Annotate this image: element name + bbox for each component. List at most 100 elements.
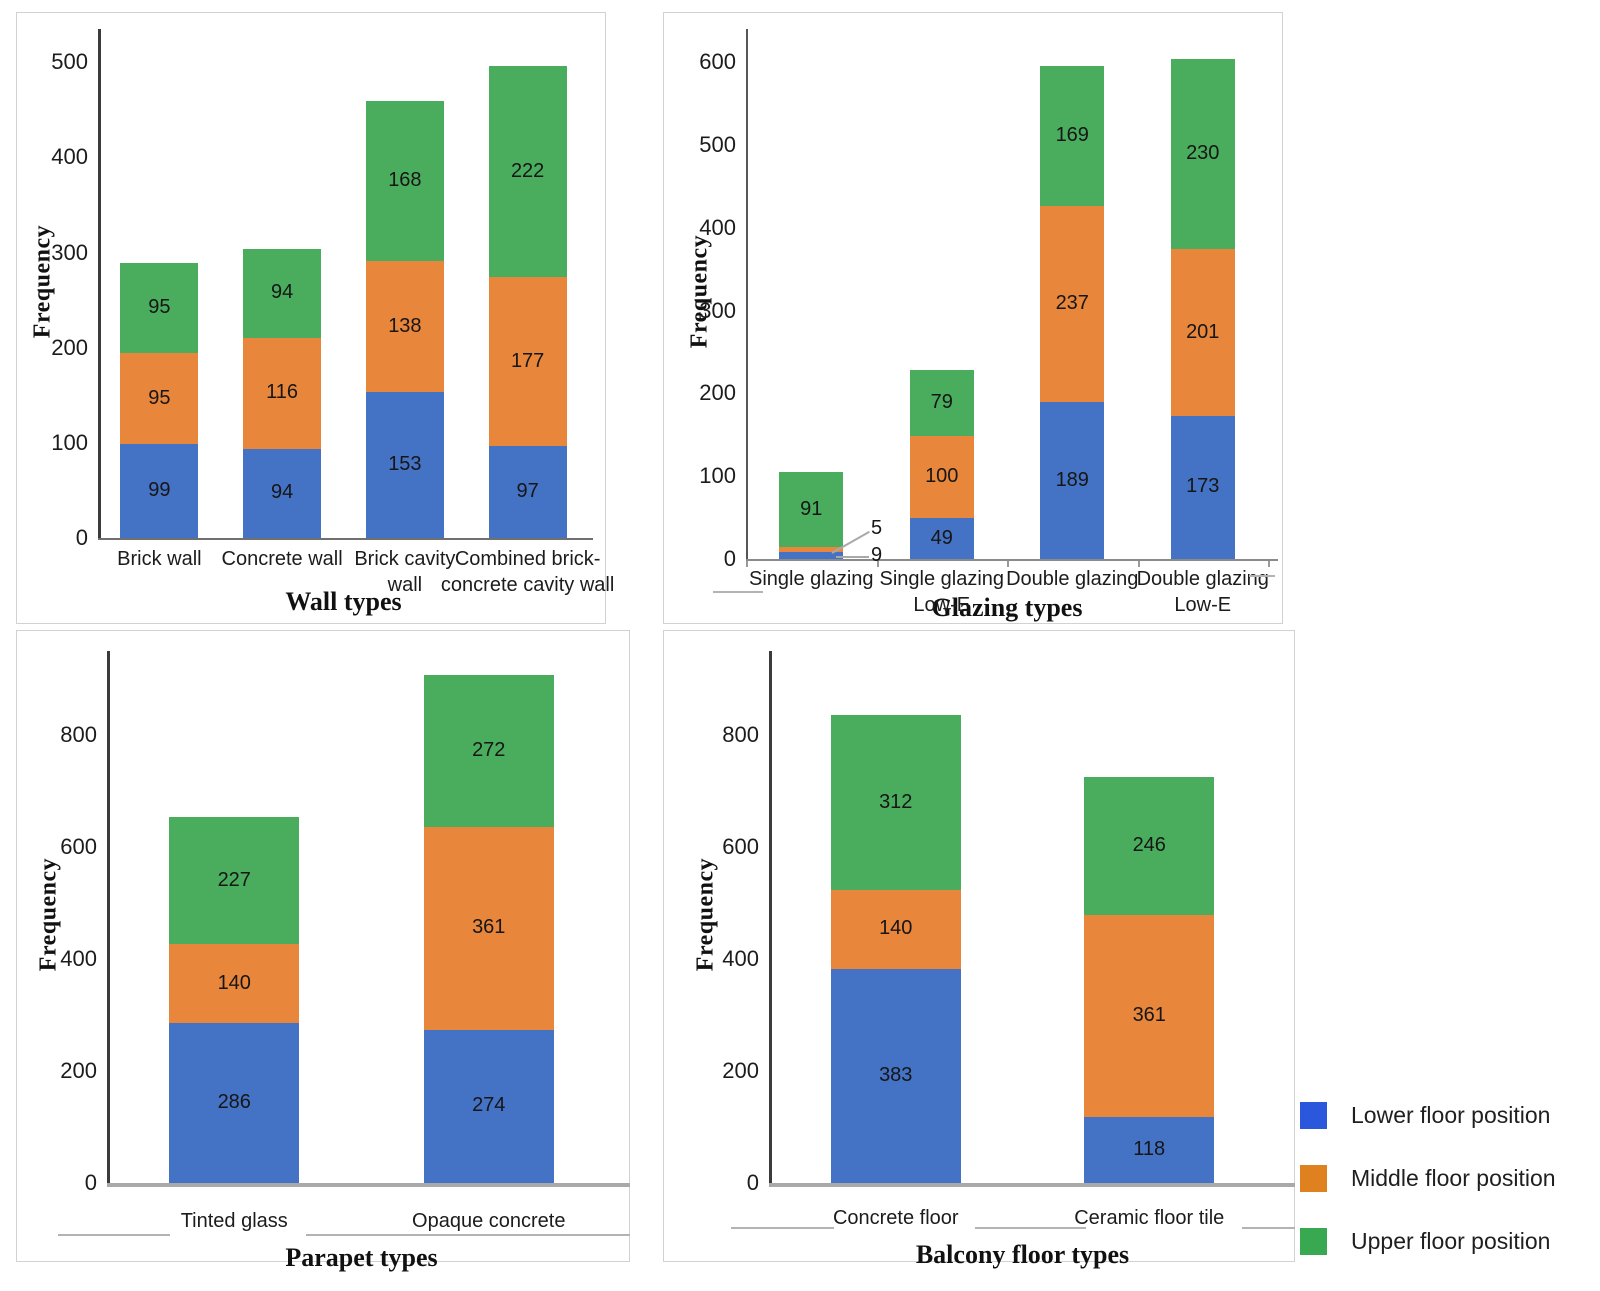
bar-segment [1084, 914, 1215, 1117]
x-axis-title: Glazing types [931, 593, 1083, 622]
bar-segment [365, 392, 444, 538]
y-tick-label: 0 [75, 525, 88, 550]
bar-value-label: 286 [217, 1090, 251, 1113]
y-tick-label: 300 [51, 239, 88, 265]
bar-segment [1170, 415, 1235, 559]
x-axis-title: Parapet types [285, 1243, 438, 1272]
category-label: Single glazing [748, 568, 874, 590]
chart-wall-types: Frequency Wall types 0 100 200 300 400 500 99 9… [16, 12, 614, 624]
bar-segment [169, 944, 300, 1023]
bar-value-label: 95 [148, 386, 171, 409]
bar-segment [830, 968, 961, 1183]
legend-item-lower: Lower floor position [1300, 1102, 1556, 1129]
category-label: Double glazing Low-E [1136, 568, 1269, 616]
bar-segment [488, 445, 567, 538]
chart-glazing-types: Frequency Glazing types 0 100 200 300 400 500… [663, 12, 1283, 624]
bar-value-label: 173 [1186, 475, 1220, 498]
y-tick-label: 400 [699, 214, 736, 240]
legend-item-middle: Middle floor position [1300, 1165, 1556, 1192]
y-tick-label: 400 [722, 946, 759, 971]
bar-segment [779, 551, 844, 559]
bar-segment [1170, 249, 1235, 416]
bar-value-label: 272 [472, 739, 506, 762]
bar-value-label: 189 [1055, 468, 1089, 491]
bar-value-label: 274 [472, 1094, 506, 1117]
category-label: Concrete wall [221, 548, 343, 570]
y-tick-label: 200 [722, 1058, 759, 1083]
category-label: Ceramic floor tile [1074, 1207, 1225, 1229]
bar-segment [1084, 1116, 1215, 1183]
bar-value-label: 153 [388, 453, 422, 476]
callout-value-label: 5 [871, 517, 883, 539]
category-label: Opaque concrete [412, 1210, 566, 1232]
legend-label: Middle floor position [1351, 1165, 1556, 1191]
bar-segment [365, 101, 444, 262]
bar-segment [169, 817, 300, 945]
bar-segment [779, 472, 844, 548]
y-tick-label: 200 [699, 380, 736, 406]
chart-parapet-types: Frequency Parapet types 0 200 400 600 800 286… [16, 630, 630, 1272]
y-axis-title: Frequency [692, 857, 719, 972]
bar-segment [120, 263, 199, 354]
callout-value-label: 9 [871, 544, 883, 566]
category-label: Brick cavity wall [354, 548, 456, 596]
bar-value-label: 222 [510, 159, 545, 182]
x-tick-mark [746, 561, 748, 567]
y-tick-label: 0 [746, 1170, 759, 1195]
bar-value-label: 91 [800, 497, 823, 520]
bar-segment [1084, 777, 1215, 915]
bar-segment [120, 353, 199, 444]
bar-segment [423, 827, 554, 1030]
bar-value-label: 94 [271, 481, 294, 504]
table-rule [713, 591, 763, 593]
y-tick-label: 600 [60, 834, 97, 859]
category-label: Single glazing Low-E [879, 568, 1005, 616]
x-axis-line [746, 559, 1278, 561]
middle-floor-swatch [1300, 1165, 1327, 1192]
category-label: Combined brick- concrete cavity wall [440, 548, 615, 596]
upper-floor-swatch [1300, 1228, 1327, 1255]
table-rule [731, 1227, 834, 1229]
x-tick-mark [1137, 561, 1140, 567]
bar-value-label: 312 [879, 790, 913, 813]
y-tick-label: 400 [51, 144, 88, 170]
bar-segment [909, 370, 974, 436]
bar-segment [909, 435, 974, 519]
bar-value-label: 177 [510, 349, 545, 372]
x-axis-line [98, 538, 593, 540]
x-axis-title: Wall types [285, 587, 402, 616]
bar-segment [423, 675, 554, 828]
x-tick-mark [876, 561, 879, 567]
bar-value-label: 361 [472, 916, 506, 939]
category-label: Brick wall [117, 548, 202, 570]
legend-label: Lower floor position [1351, 1102, 1551, 1128]
callout-leader-line [836, 556, 869, 558]
legend-item-upper: Upper floor position [1300, 1228, 1556, 1255]
y-tick-label: 300 [699, 297, 736, 323]
bar-segment [243, 448, 322, 538]
bar-value-label: 230 [1186, 142, 1220, 165]
bar-segment [169, 1022, 300, 1183]
bar-value-label: 237 [1055, 292, 1089, 315]
bar-value-label: 79 [930, 390, 953, 413]
category-label: Concrete floor [832, 1207, 959, 1229]
bar-segment [1040, 402, 1105, 559]
table-rule [306, 1234, 630, 1236]
y-tick-label: 200 [51, 334, 88, 360]
y-tick-label: 0 [84, 1170, 97, 1195]
bar-segment [1040, 206, 1105, 403]
y-tick-label: 100 [51, 429, 88, 455]
bar-value-label: 246 [1132, 833, 1166, 856]
bar-value-label: 49 [930, 526, 953, 549]
bar-segment [830, 890, 961, 969]
table-rule [1249, 575, 1275, 577]
category-label: Double glazing [1006, 568, 1139, 590]
bar-value-label: 361 [1132, 1003, 1166, 1026]
bar-value-label: 99 [148, 478, 171, 501]
y-axis-line [769, 651, 772, 1187]
bar-segment [365, 261, 444, 393]
bar-segment [243, 338, 322, 449]
bar-value-label: 140 [879, 917, 913, 940]
lower-floor-swatch [1300, 1102, 1327, 1129]
category-label: Tinted glass [180, 1210, 288, 1232]
